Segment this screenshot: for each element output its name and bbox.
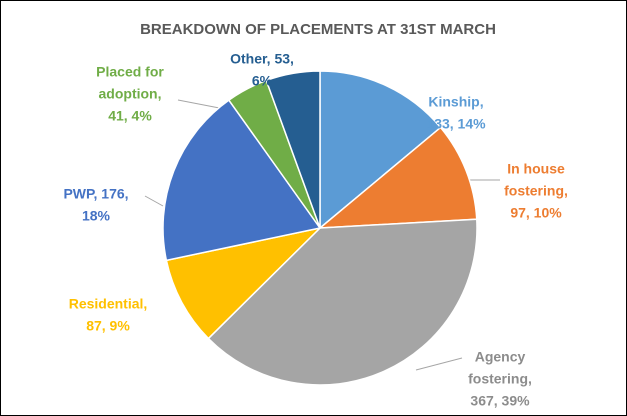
leader-line xyxy=(144,195,164,207)
data-label: 6% xyxy=(252,73,273,89)
data-label: Placed for xyxy=(96,64,164,80)
pie-slice xyxy=(165,226,323,340)
data-label: Residential, xyxy=(69,296,148,312)
data-label: adoption, xyxy=(99,86,162,102)
pie-slice xyxy=(162,99,322,262)
pie-slice xyxy=(317,126,478,229)
labels: Kinship, 133, 14% In house fostering, 97, 10… xyxy=(63,51,567,409)
data-label: Kinship, xyxy=(428,94,483,110)
data-label: 87, 9% xyxy=(86,318,130,334)
data-label: PWP, 176, xyxy=(63,186,128,202)
data-label: fostering, xyxy=(468,371,532,387)
pie-slice xyxy=(207,218,478,386)
data-label: 18% xyxy=(82,208,111,224)
pie-slice xyxy=(319,70,442,230)
slices xyxy=(162,70,478,386)
leader-line xyxy=(415,357,463,371)
chart-title: BREAKDOWN OF PLACEMENTS AT 31ST MARCH xyxy=(140,21,496,38)
data-label: 41, 4% xyxy=(108,108,152,124)
data-label: 133, 14% xyxy=(426,116,486,132)
pie-slice xyxy=(265,70,321,229)
data-label: Agency xyxy=(475,349,526,365)
data-label: Other, 53, xyxy=(230,51,294,67)
data-label: 97, 10% xyxy=(510,205,562,221)
data-label: In house xyxy=(507,161,565,177)
data-label: 367, 39% xyxy=(470,393,530,409)
data-label: fostering, xyxy=(504,183,568,199)
